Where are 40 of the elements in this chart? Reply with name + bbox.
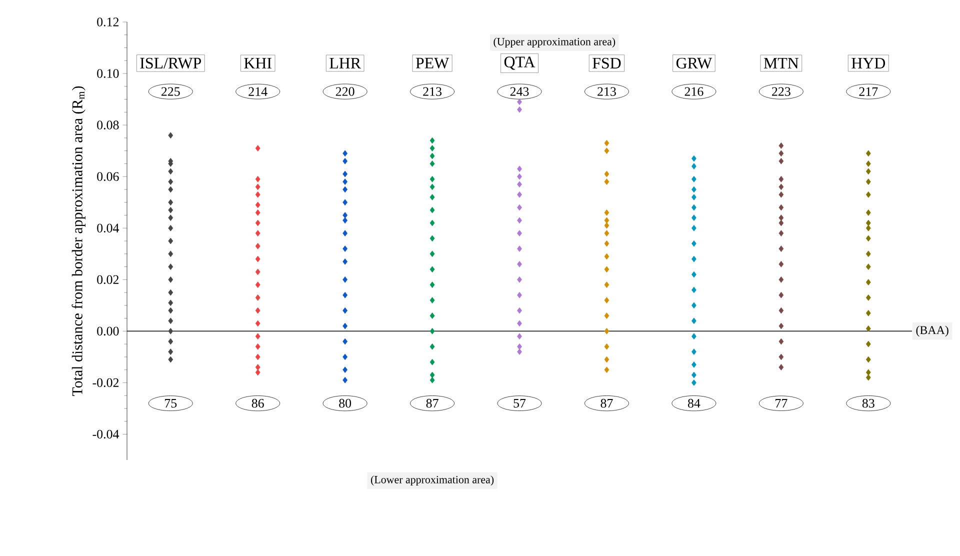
annotation: 87 [426, 398, 438, 408]
y-tick-label: 0.02 [97, 275, 119, 284]
annotation: 217 [859, 87, 878, 96]
x-tick-label: FSD [592, 58, 621, 69]
x-tick-label: GRW [676, 58, 712, 69]
y-tick-label: 0.06 [97, 172, 119, 181]
annotation: 213 [598, 87, 616, 96]
y-tick-label: 0.04 [97, 224, 120, 233]
x-tick-label: QTA [504, 56, 536, 70]
annotation: 243 [510, 87, 529, 96]
annotation: 214 [248, 87, 268, 96]
y-tick-label: 0.00 [97, 326, 119, 336]
y-axis-title: Total distance from border approximation area (R$_{m}$) [72, 86, 86, 396]
y-tick-label: -0.02 [92, 378, 119, 388]
annotation: 83 [862, 398, 874, 408]
x-tick-label: MTN [764, 58, 799, 68]
annotation: 216 [684, 87, 704, 96]
annotation: 75 [165, 398, 177, 408]
y-tick-label: -0.04 [92, 430, 120, 439]
annotation: 220 [336, 87, 354, 96]
x-tick-label: ISL/RWP [140, 58, 201, 69]
annotation: 86 [252, 398, 264, 408]
y-tick-label: 0.12 [97, 18, 119, 26]
y-tick-label: 0.08 [97, 120, 119, 130]
annotation: 57 [514, 398, 526, 408]
annotation: 213 [423, 87, 442, 96]
annotation: 225 [161, 87, 180, 96]
y-tick-label: 0.10 [97, 69, 119, 78]
annotation: 77 [776, 399, 788, 408]
x-tick-label: PEW [416, 58, 450, 69]
annotation: (Upper approximation area) [494, 38, 616, 48]
x-tick-label: HYD [852, 58, 886, 68]
x-tick-label: KHI [244, 58, 272, 68]
annotation: 87 [600, 398, 613, 408]
annotation: 84 [688, 398, 700, 408]
x-tick-label: LHR [330, 58, 361, 68]
annotation: 223 [772, 87, 790, 96]
text: (Lower approximation area) [371, 476, 494, 486]
annotation: 80 [339, 398, 352, 408]
ref-line-label: (BAA) [916, 326, 948, 337]
